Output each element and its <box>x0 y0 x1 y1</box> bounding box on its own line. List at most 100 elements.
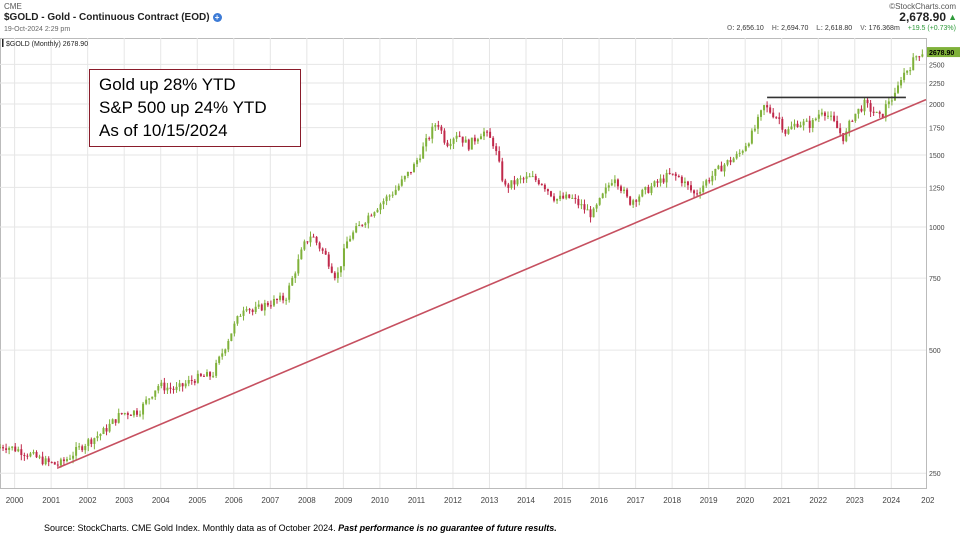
candle-body <box>644 186 647 190</box>
candle-body <box>78 446 81 448</box>
candle-body <box>181 383 184 387</box>
candle-body <box>99 433 102 437</box>
candle-body <box>626 189 629 197</box>
candle-body <box>324 250 327 255</box>
candle-body <box>763 105 766 111</box>
y-tick-label: 250 <box>929 471 941 478</box>
candle-body <box>184 383 187 387</box>
candle-body <box>750 130 753 144</box>
candle-body <box>266 302 269 306</box>
x-tick-label: 2018 <box>663 496 681 505</box>
candle-body <box>893 92 896 101</box>
candle-body <box>44 458 47 465</box>
candle-body <box>333 272 336 279</box>
x-tick-label: 2020 <box>736 496 754 505</box>
candle-body <box>525 176 528 179</box>
candle-body <box>799 125 802 128</box>
candle-body <box>845 131 848 142</box>
candle-body <box>309 236 312 243</box>
x-tick-label: 2004 <box>152 496 170 505</box>
candle-body <box>376 209 379 213</box>
candle-body <box>437 125 440 127</box>
candle-body <box>434 125 437 127</box>
candle-body <box>260 304 263 311</box>
info-icon[interactable]: + <box>212 13 222 22</box>
x-tick-label: 2003 <box>115 496 133 505</box>
candle-body <box>808 120 811 128</box>
candle-body <box>108 423 111 432</box>
candle-body <box>881 113 884 118</box>
x-tick-label: 2011 <box>408 496 426 505</box>
candle-body <box>269 305 272 307</box>
candle-body <box>565 194 568 199</box>
candle-body <box>446 142 449 147</box>
candle-body <box>431 126 434 139</box>
candle-body <box>717 165 720 169</box>
candle-body <box>784 129 787 134</box>
candle-body <box>632 200 635 205</box>
exchange-label: CME <box>4 2 22 11</box>
candle-body <box>251 309 254 312</box>
candle-body <box>483 131 486 137</box>
candle-body <box>689 185 692 191</box>
candle-body <box>662 178 665 183</box>
timestamp: 19-Oct-2024 2:29 pm <box>4 26 71 33</box>
candle-body <box>820 112 823 115</box>
candle-body <box>193 380 196 383</box>
y-tick-label: 2250 <box>929 81 945 88</box>
candle-body <box>686 181 689 186</box>
candle-body <box>857 108 860 114</box>
candle-body <box>604 187 607 194</box>
candle-body <box>209 372 212 377</box>
annotation-line-2: S&P 500 up 24% YTD <box>99 98 267 117</box>
candle-body <box>702 185 705 192</box>
candle-body <box>342 248 345 267</box>
x-tick-label: 2010 <box>371 496 389 505</box>
ohlc-readout: O: 2,656.10 H: 2,694.70 L: 2,618.80 V: 1… <box>721 25 956 32</box>
candle-body <box>321 248 324 251</box>
candle-body <box>720 165 723 172</box>
candle-body <box>123 413 126 415</box>
support-trendline <box>58 98 927 469</box>
candle-body <box>860 108 863 112</box>
candle-body <box>814 118 817 121</box>
x-tick-label: 202 <box>921 496 935 505</box>
candle-body <box>330 266 333 273</box>
candle-body <box>507 184 510 188</box>
x-tick-label: 2013 <box>481 496 499 505</box>
candle-body <box>239 315 242 317</box>
candle-body <box>772 112 775 118</box>
candle-body <box>20 449 23 456</box>
x-tick-label: 2017 <box>627 496 645 505</box>
candle-body <box>0 447 1 449</box>
candle-body <box>169 387 172 389</box>
x-tick-label: 2006 <box>225 496 243 505</box>
candle-body <box>568 194 571 198</box>
candle-body <box>190 379 193 381</box>
candle-body <box>132 410 135 416</box>
candle-body <box>842 133 845 142</box>
candle-body <box>199 373 202 376</box>
x-tick-label: 2000 <box>6 496 24 505</box>
x-tick-label: 2014 <box>517 496 535 505</box>
candle-body <box>26 455 29 457</box>
x-tick-label: 2016 <box>590 496 608 505</box>
candle-body <box>613 179 616 184</box>
candle-body <box>288 285 291 300</box>
candle-body <box>619 186 622 191</box>
candle-body <box>473 137 476 142</box>
candle-body <box>519 178 522 180</box>
candle-body <box>221 353 224 357</box>
candle-body <box>135 410 138 415</box>
x-tick-label: 2012 <box>444 496 462 505</box>
brand-label[interactable]: ©StockCharts.com <box>889 2 956 11</box>
candle-body <box>72 455 75 459</box>
low-value: L: 2,618.80 <box>816 25 853 32</box>
candle-body <box>693 190 696 194</box>
candle-body <box>543 184 546 190</box>
candle-body <box>887 101 890 105</box>
candle-body <box>449 143 452 147</box>
candle-body <box>236 316 239 324</box>
y-tick-label: 750 <box>929 276 941 283</box>
candle-body <box>257 304 260 307</box>
